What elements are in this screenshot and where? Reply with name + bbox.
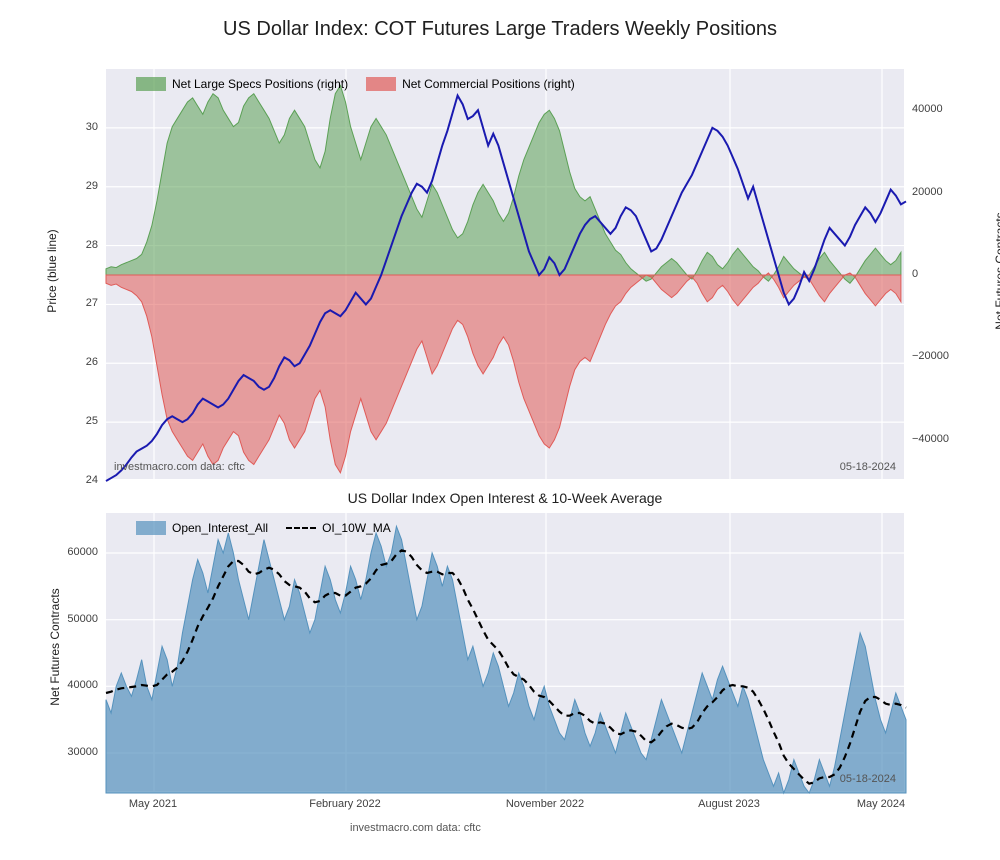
- chart2-xtick: May 2021: [113, 798, 193, 810]
- legend-swatch-specs: [136, 77, 166, 91]
- chart1-ytick-left: 30: [86, 121, 98, 133]
- chart1-annotation-left: investmacro.com data: cftc: [114, 461, 245, 473]
- chart2-xtick: August 2023: [689, 798, 769, 810]
- chart2-container: US Dollar Index Open Interest & 10-Week …: [0, 490, 1000, 830]
- legend-commercial: Net Commercial Positions (right): [366, 77, 575, 91]
- chart1-plot: Net Large Specs Positions (right) Net Co…: [105, 68, 905, 480]
- chart1-annotation-right: 05-18-2024: [840, 461, 896, 473]
- chart2-title: US Dollar Index Open Interest & 10-Week …: [105, 490, 905, 506]
- chart1-ytick-left: 27: [86, 297, 98, 309]
- chart2-ytick: 50000: [67, 613, 98, 625]
- chart1-right-ylabel: Net Futures Contracts: [993, 206, 1000, 336]
- chart2-ytick: 30000: [67, 746, 98, 758]
- chart1-ytick-right: −20000: [912, 350, 949, 362]
- chart2-plot: Open_Interest_All OI_10W_MA 05-18-2024: [105, 512, 905, 792]
- legend-swatch-commercial: [366, 77, 396, 91]
- legend-line-oima: [286, 527, 316, 529]
- chart2-footer: investmacro.com data: cftc: [350, 822, 481, 834]
- chart1-ytick-left: 26: [86, 356, 98, 368]
- main-title: US Dollar Index: COT Futures Large Trade…: [0, 18, 1000, 41]
- legend-oima: OI_10W_MA: [286, 521, 391, 535]
- chart1-ytick-left: 29: [86, 180, 98, 192]
- chart1-left-ylabel: Price (blue line): [45, 211, 59, 331]
- chart1-container: Net Large Specs Positions (right) Net Co…: [0, 48, 1000, 480]
- chart2-xtick: May 2024: [841, 798, 921, 810]
- chart2-xtick: February 2022: [305, 798, 385, 810]
- chart2-ylabel: Net Futures Contracts: [48, 572, 62, 722]
- legend-label-commercial: Net Commercial Positions (right): [402, 77, 575, 91]
- legend-specs: Net Large Specs Positions (right): [136, 77, 348, 91]
- chart2-ytick: 60000: [67, 546, 98, 558]
- chart2-xtick: November 2022: [505, 798, 585, 810]
- chart1-ytick-right: 0: [912, 268, 918, 280]
- chart2-annotation-right: 05-18-2024: [840, 773, 896, 785]
- chart1-ytick-right: −40000: [912, 433, 949, 445]
- chart2-ytick: 40000: [67, 679, 98, 691]
- chart1-ytick-right: 20000: [912, 186, 943, 198]
- chart1-legend: Net Large Specs Positions (right) Net Co…: [136, 77, 575, 91]
- legend-oi: Open_Interest_All: [136, 521, 268, 535]
- chart2-legend: Open_Interest_All OI_10W_MA: [136, 521, 391, 535]
- chart1-ytick-left: 28: [86, 239, 98, 251]
- chart1-ytick-left: 24: [86, 474, 98, 486]
- legend-label-oi: Open_Interest_All: [172, 521, 268, 535]
- chart1-ytick-left: 25: [86, 415, 98, 427]
- legend-label-oima: OI_10W_MA: [322, 521, 391, 535]
- legend-swatch-oi: [136, 521, 166, 535]
- chart1-ytick-right: 40000: [912, 103, 943, 115]
- legend-label-specs: Net Large Specs Positions (right): [172, 77, 348, 91]
